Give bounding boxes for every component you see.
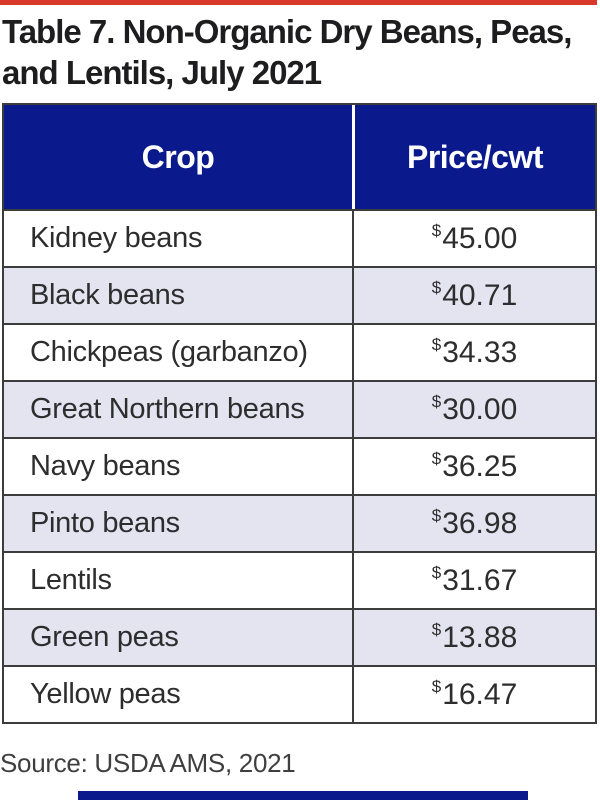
table-row: Lentils $31.67 bbox=[4, 551, 595, 608]
crop-name-cell: Pinto beans bbox=[30, 507, 180, 539]
price-value: 13.88 bbox=[442, 620, 518, 654]
table-row: Great Northern beans $30.00 bbox=[4, 380, 595, 437]
price-value: 31.67 bbox=[442, 563, 518, 597]
price-value: 16.47 bbox=[442, 677, 518, 711]
table-row: Chickpeas (garbanzo) $34.33 bbox=[4, 323, 595, 380]
column-header-crop: Crop bbox=[141, 138, 215, 175]
price-cell: $30.00 bbox=[352, 382, 595, 437]
table-row: Black beans $40.71 bbox=[4, 266, 595, 323]
crop-name-cell: Yellow peas bbox=[30, 678, 181, 710]
dollar-sign: $ bbox=[431, 277, 442, 297]
dollar-sign: $ bbox=[431, 676, 442, 696]
price-cell: $16.47 bbox=[352, 667, 595, 722]
price-value: 40.71 bbox=[442, 278, 518, 312]
source-attribution: Source: USDA AMS, 2021 bbox=[0, 748, 296, 778]
page-title-line2: and Lentils, July 2021 bbox=[2, 54, 322, 91]
price-cell: $45.00 bbox=[352, 211, 595, 266]
crop-name-cell: Green peas bbox=[30, 621, 179, 653]
price-value: 34.33 bbox=[442, 335, 518, 369]
price-cell: $40.71 bbox=[352, 268, 595, 323]
prices-table: Crop Price/cwt Kidney beans $45.00 Black… bbox=[2, 103, 597, 724]
crop-name-cell: Black beans bbox=[30, 279, 185, 311]
crop-name-cell: Lentils bbox=[30, 564, 112, 596]
dollar-sign: $ bbox=[431, 391, 442, 411]
crop-name-cell: Kidney beans bbox=[30, 222, 203, 254]
dollar-sign: $ bbox=[431, 334, 442, 354]
column-header-price: Price/cwt bbox=[352, 105, 595, 209]
page-title-line1: Table 7. Non-Organic Dry Beans, Peas, bbox=[2, 13, 572, 50]
table-row: Green peas $13.88 bbox=[4, 608, 595, 665]
price-cell: $34.33 bbox=[352, 325, 595, 380]
price-value: 45.00 bbox=[442, 221, 518, 255]
table-row: Pinto beans $36.98 bbox=[4, 494, 595, 551]
table-row: Yellow peas $16.47 bbox=[4, 665, 595, 722]
table-header-row: Crop Price/cwt bbox=[4, 105, 595, 209]
price-cell: $13.88 bbox=[352, 610, 595, 665]
price-cell: $36.25 bbox=[352, 439, 595, 494]
dollar-sign: $ bbox=[431, 448, 442, 468]
page-title: Table 7. Non-Organic Dry Beans, Peas, an… bbox=[2, 11, 600, 93]
dollar-sign: $ bbox=[431, 619, 442, 639]
dollar-sign: $ bbox=[431, 505, 442, 525]
dollar-sign: $ bbox=[431, 562, 442, 582]
price-value: 36.98 bbox=[442, 506, 518, 540]
table-row: Kidney beans $45.00 bbox=[4, 209, 595, 266]
crop-name-cell: Great Northern beans bbox=[30, 393, 305, 425]
price-cell: $31.67 bbox=[352, 553, 595, 608]
decorative-top-rule bbox=[0, 0, 597, 5]
table-body: Kidney beans $45.00 Black beans $40.71 C… bbox=[4, 209, 595, 722]
table-row: Navy beans $36.25 bbox=[4, 437, 595, 494]
price-value: 30.00 bbox=[442, 392, 518, 426]
crop-name-cell: Chickpeas (garbanzo) bbox=[30, 336, 308, 368]
crop-name-cell: Navy beans bbox=[30, 450, 181, 482]
decorative-bottom-bar bbox=[78, 791, 528, 800]
dollar-sign: $ bbox=[431, 220, 442, 240]
price-cell: $36.98 bbox=[352, 496, 595, 551]
price-value: 36.25 bbox=[442, 449, 518, 483]
